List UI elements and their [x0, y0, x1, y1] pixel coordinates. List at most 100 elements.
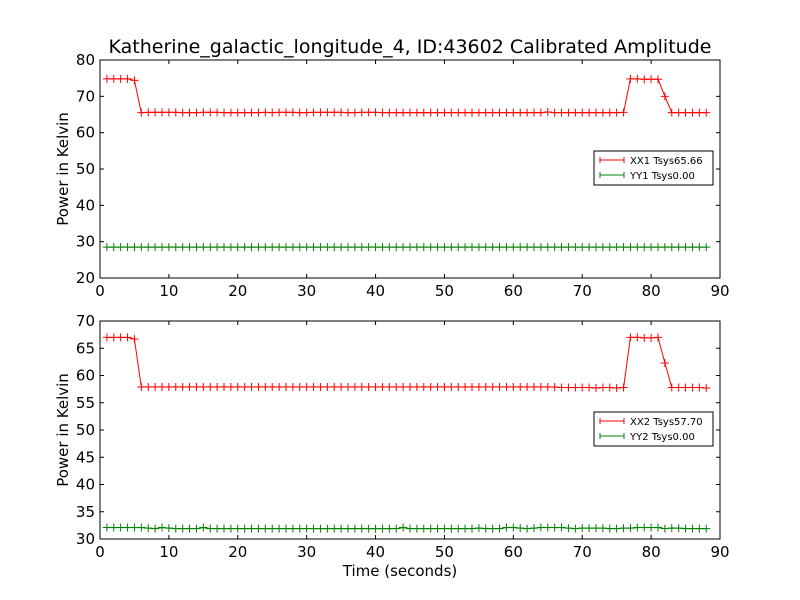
data-point [406, 108, 414, 117]
data-point [509, 243, 518, 252]
data-point [240, 382, 249, 391]
data-point [523, 524, 532, 533]
data-point [674, 108, 683, 117]
data-point [654, 243, 662, 252]
data-point [213, 243, 222, 252]
data-point [116, 333, 125, 342]
data-point [674, 243, 683, 252]
y-tick-label: 80 [76, 51, 95, 69]
data-point [667, 108, 676, 117]
data-point [213, 382, 222, 391]
data-point [619, 108, 628, 117]
data-point [316, 524, 325, 533]
data-point [619, 524, 628, 533]
data-point [302, 108, 311, 117]
data-point [378, 243, 387, 252]
data-point [330, 382, 339, 391]
data-point [481, 382, 490, 391]
data-point [282, 524, 290, 533]
data-point [323, 108, 332, 117]
data-point [702, 243, 711, 252]
data-point [585, 383, 594, 392]
data-point [592, 524, 600, 533]
data-point [254, 243, 263, 252]
data-point [433, 382, 442, 391]
data-point [412, 108, 421, 117]
legend-box [593, 411, 714, 447]
data-point [282, 108, 290, 117]
legend-swatch-marker [599, 157, 625, 163]
data-point [261, 382, 270, 391]
data-point [433, 524, 442, 533]
data-point [536, 108, 545, 117]
data-point [275, 108, 284, 117]
data-point [378, 382, 387, 391]
data-point [206, 108, 215, 117]
data-point [158, 523, 166, 532]
data-point [695, 243, 704, 252]
y-tick-label: 70 [76, 312, 95, 330]
data-point [667, 524, 676, 533]
data-point [240, 524, 249, 533]
data-point [619, 243, 628, 252]
data-point [344, 108, 352, 117]
data-point [275, 524, 284, 533]
data-point [592, 108, 600, 117]
data-point [233, 382, 242, 391]
data-point [440, 243, 449, 252]
x-tick-label: 40 [366, 282, 385, 300]
data-point [240, 243, 249, 252]
data-point [598, 524, 607, 533]
data-point [419, 524, 428, 533]
data-point [640, 243, 649, 252]
series-xx [102, 74, 711, 117]
data-point [619, 383, 628, 392]
y-tick-label: 45 [76, 448, 95, 466]
data-point [516, 382, 525, 391]
data-point [578, 243, 587, 252]
data-point [598, 383, 607, 392]
data-point [247, 243, 256, 252]
data-point [364, 243, 373, 252]
data-point [357, 524, 366, 533]
data-point [530, 382, 538, 391]
data-point [109, 243, 118, 252]
data-point [254, 524, 263, 533]
data-point [481, 243, 490, 252]
data-point [151, 243, 160, 252]
data-point [350, 524, 359, 533]
data-point [461, 524, 470, 533]
chart-title: Katherine_galactic_longitude_4, ID:43602… [109, 36, 712, 58]
data-point [268, 108, 277, 117]
data-point [399, 108, 408, 117]
data-point [206, 243, 215, 252]
data-point [254, 108, 263, 117]
data-point [316, 108, 325, 117]
x-tick-label: 0 [95, 543, 105, 561]
data-point [571, 243, 580, 252]
data-point [474, 524, 483, 533]
legend: XX1 Tsys65.66 YY1 Tsys0.00 [593, 150, 714, 186]
data-point [282, 382, 290, 391]
data-point [640, 523, 649, 532]
data-point [468, 243, 476, 252]
data-point [357, 108, 366, 117]
y-tick-label: 30 [76, 530, 95, 548]
data-point [502, 243, 511, 252]
data-point [598, 108, 607, 117]
data-point [192, 243, 201, 252]
data-point [667, 243, 676, 252]
data-point [206, 524, 215, 533]
data-point [144, 243, 153, 252]
data-point [454, 524, 463, 533]
data-point [530, 524, 538, 533]
data-point [585, 524, 594, 533]
data-point [454, 243, 463, 252]
data-point [502, 523, 511, 532]
data-point [268, 382, 277, 391]
data-point [592, 243, 600, 252]
data-point [399, 523, 408, 532]
data-point [688, 524, 697, 533]
data-point [371, 524, 380, 533]
